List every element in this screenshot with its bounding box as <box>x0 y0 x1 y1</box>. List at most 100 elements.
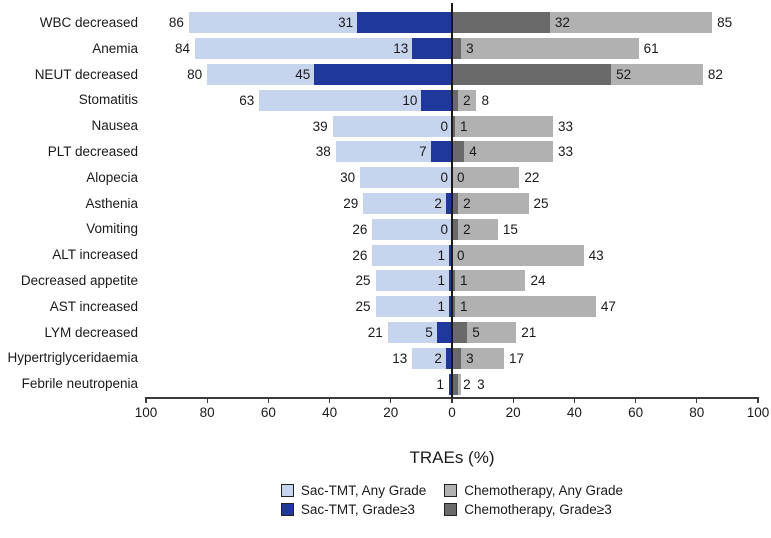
table-row: Anemia 13 84 3 61 <box>92 36 758 62</box>
category-label: PLT decreased <box>47 144 138 159</box>
x-axis-line <box>145 397 759 399</box>
value-label-sac-grade3: 31 <box>338 15 354 31</box>
x-axis-tick <box>696 398 698 403</box>
x-axis-title: TRAEs (%) <box>409 448 495 467</box>
value-label-sac-grade3: 1 <box>437 247 445 263</box>
x-axis-tick-label: 40 <box>322 405 338 420</box>
value-label-chemo-grade3: 5 <box>472 324 480 340</box>
bar-sac-grade3 <box>448 270 452 292</box>
value-label-chemo-grade3: 32 <box>554 15 570 31</box>
table-row: Febrile neutropenia 1 2 3 <box>22 371 758 397</box>
table-row: Hypertriglyceridaemia 2 13 3 17 <box>7 345 758 371</box>
value-label-chemo-grade3: 1 <box>460 273 468 289</box>
value-label-chemo-any: 24 <box>530 273 546 289</box>
bar-chemo-grade3 <box>452 347 462 369</box>
bar-chemo-grade3 <box>452 373 459 395</box>
x-axis-tick-label: 40 <box>566 405 582 420</box>
bar-sac-any-grade <box>360 167 452 189</box>
bar-chemo-any-grade <box>452 321 517 343</box>
bar-sac-any-grade <box>387 321 452 343</box>
value-label-sac-any: 21 <box>367 324 383 340</box>
category-label: Asthenia <box>85 195 138 211</box>
category-label: NEUT decreased <box>34 66 138 82</box>
bar-sac-grade3 <box>430 141 452 163</box>
category-label: Vomiting <box>86 221 138 237</box>
value-label-chemo-any: 21 <box>521 324 537 340</box>
x-axis-tick <box>267 398 270 403</box>
value-label-sac-grade3: 0 <box>440 170 448 186</box>
legend-label: Sac-TMT, Grade≥3 <box>300 502 415 517</box>
value-label-sac-grade3: 0 <box>440 118 448 134</box>
bar-chemo-any-grade <box>452 141 553 163</box>
table-row: Stomatitis 10 63 2 8 <box>79 87 758 113</box>
category-label: Decreased appetite <box>20 273 138 288</box>
value-label-sac-any: 29 <box>343 195 359 211</box>
x-axis-tick <box>512 398 514 403</box>
bar-sac-any-grade <box>375 270 452 292</box>
bar-sac-any-grade <box>412 347 452 369</box>
category-label: Stomatitis <box>78 92 138 108</box>
value-label-chemo-any: 3 <box>477 376 485 392</box>
value-label-sac-any: 39 <box>312 118 328 134</box>
legend-item: Chemotherapy, Any Grade <box>444 483 623 498</box>
value-label-chemo-any: 61 <box>643 41 659 57</box>
bar-chemo-grade3 <box>452 270 456 292</box>
value-label-chemo-any: 33 <box>557 118 573 134</box>
bar-chemo-grade3 <box>452 63 612 85</box>
value-label-chemo-any: 8 <box>481 92 489 108</box>
table-row: Nausea 0 39 1 33 <box>91 113 758 139</box>
bar-sac-grade3 <box>357 12 452 34</box>
x-axis-tick <box>451 398 453 403</box>
value-label-sac-any: 26 <box>352 221 368 237</box>
value-label-chemo-any: 33 <box>557 144 573 160</box>
bar-chemo-any-grade <box>452 347 505 369</box>
legend-swatch-sac-any <box>280 484 294 497</box>
bar-chemo-any-grade <box>452 192 529 214</box>
value-label-sac-any: 63 <box>239 92 255 108</box>
value-label-chemo-grade3: 3 <box>466 350 474 366</box>
bar-chemo-any-grade <box>452 218 498 240</box>
category-label: ALT increased <box>52 247 138 263</box>
x-axis-tick <box>206 398 208 403</box>
bar-sac-any-grade <box>363 192 452 214</box>
x-axis-tick-label: 60 <box>628 405 644 420</box>
bar-chemo-grade3 <box>452 115 456 137</box>
value-label-sac-grade3: 45 <box>295 66 311 82</box>
bar-chemo-any-grade <box>452 167 520 189</box>
category-label: Alopecia <box>86 169 138 185</box>
legend-swatch-chemo-any <box>444 484 458 497</box>
value-label-chemo-any: 25 <box>533 195 549 211</box>
value-label-sac-any: 84 <box>174 41 190 57</box>
value-label-chemo-grade3: 2 <box>463 195 471 211</box>
value-label-chemo-any: 85 <box>717 15 733 31</box>
bar-sac-grade3 <box>412 38 452 60</box>
bar-sac-grade3 <box>314 63 452 85</box>
legend-wrapper: Sac-TMT, Any Grade Chemotherapy, Any Grad… <box>146 483 758 517</box>
bar-chemo-grade3 <box>452 321 468 343</box>
value-label-sac-any: 26 <box>352 247 368 263</box>
bar-sac-any-grade <box>335 141 452 163</box>
bar-sac-any-grade <box>332 115 452 137</box>
category-label: Hypertriglyceridaemia <box>7 350 138 366</box>
table-row: AST increased 1 25 1 47 <box>50 294 758 320</box>
bar-sac-grade3 <box>448 296 452 318</box>
x-axis-tick-label: 0 <box>448 405 456 420</box>
x-axis-tick <box>328 398 331 403</box>
value-label-sac-grade3: 5 <box>425 324 433 340</box>
value-label-chemo-any: 15 <box>502 221 518 237</box>
bar-sac-grade3 <box>421 89 452 111</box>
category-label: AST increased <box>49 298 138 314</box>
legend-swatch-chemo-g3 <box>444 503 458 516</box>
bar-chemo-any-grade <box>452 296 596 318</box>
table-row: Asthenia 2 29 2 25 <box>85 191 758 217</box>
legend-item: Sac-TMT, Any Grade <box>280 483 426 498</box>
value-label-sac-grade3: 1 <box>437 299 445 315</box>
value-label-chemo-grade3: 4 <box>469 144 477 160</box>
bar-chemo-grade3 <box>452 12 550 34</box>
value-label-chemo-grade3: 52 <box>616 66 632 82</box>
category-label: LYM decreased <box>44 324 138 340</box>
x-axis-tick <box>390 398 392 403</box>
table-row: PLT decreased 7 38 4 33 <box>48 139 758 165</box>
value-label-chemo-grade3: 2 <box>463 92 471 108</box>
bar-chemo-grade3 <box>452 141 465 163</box>
